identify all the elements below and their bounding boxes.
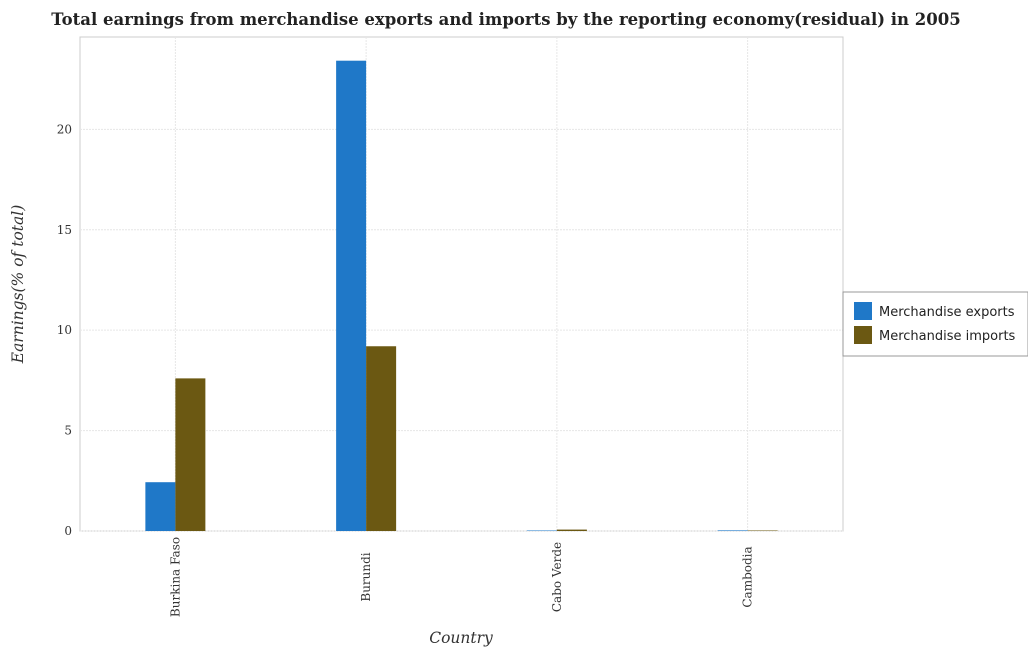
- x-tick-label: Burkina Faso: [168, 537, 182, 617]
- x-tick-label: Burundi: [359, 552, 373, 601]
- bar-imports: [747, 530, 778, 531]
- bar-exports: [336, 60, 367, 532]
- legend-box: [842, 291, 1028, 357]
- bar-imports: [556, 529, 587, 531]
- y-axis-title: Earnings(% of total): [9, 205, 27, 365]
- legend-label: Merchandise imports: [879, 329, 1016, 344]
- bars: [145, 60, 778, 532]
- x-tick-labels: Burkina Faso Burundi Cabo Verde Cambodia: [168, 537, 754, 617]
- y-tick-label: 20: [57, 122, 72, 136]
- y-tick-labels: 0 5 10 15 20: [57, 122, 72, 538]
- bar-exports: [717, 530, 748, 531]
- y-tick-label: 0: [64, 524, 72, 538]
- plot-area: [79, 36, 844, 532]
- legend-swatch: [854, 302, 872, 320]
- x-tick-label: Cambodia: [741, 546, 755, 607]
- y-tick-label: 5: [64, 424, 72, 438]
- legend-swatch: [854, 326, 872, 344]
- y-tick-label: 10: [57, 323, 72, 337]
- bar-imports: [366, 346, 397, 531]
- bar-imports: [175, 378, 206, 531]
- x-tick-label: Cabo Verde: [550, 542, 564, 612]
- legend-label: Merchandise exports: [879, 305, 1015, 320]
- y-tick-label: 15: [57, 223, 72, 237]
- chart-title: Total earnings from merchandise exports …: [51, 10, 960, 29]
- bar-exports: [526, 530, 557, 531]
- legend: Merchandise exports Merchandise imports: [842, 291, 1028, 357]
- x-axis-title: Country: [429, 629, 493, 647]
- bar-exports: [145, 482, 176, 531]
